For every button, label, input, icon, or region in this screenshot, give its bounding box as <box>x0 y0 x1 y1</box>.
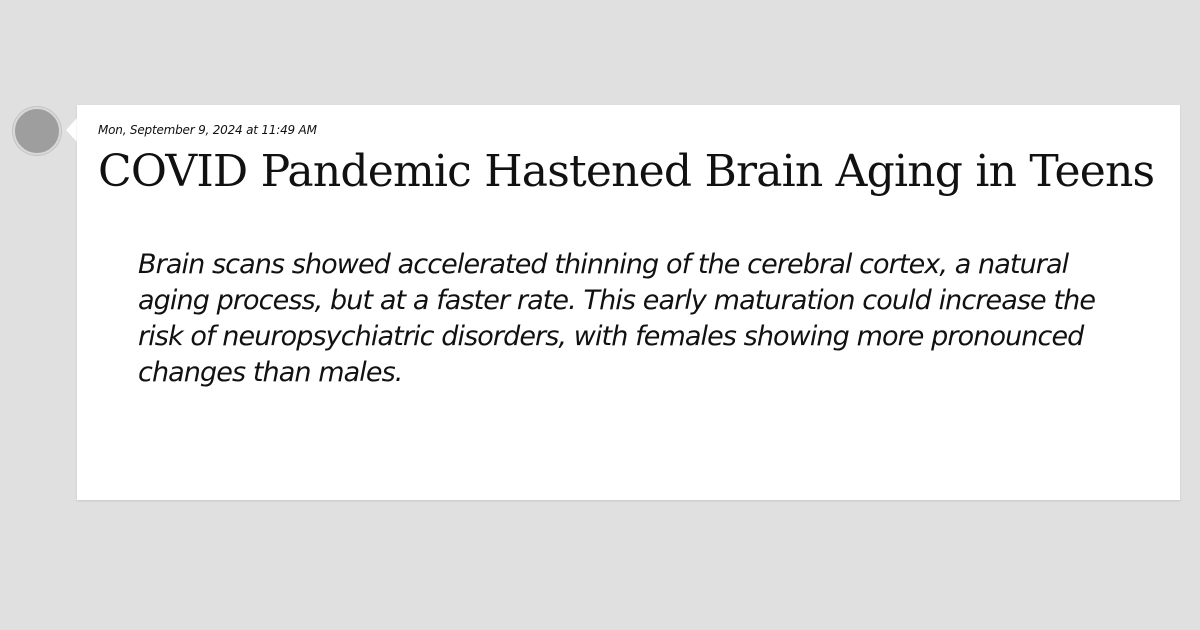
card-pointer <box>66 118 77 142</box>
avatar[interactable] <box>13 107 61 155</box>
post-summary: Brain scans showed accelerated thinning … <box>138 249 1096 388</box>
post-title[interactable]: COVID Pandemic Hastened Brain Aging in T… <box>98 146 1155 197</box>
post-card: Mon, September 9, 2024 at 11:49 AM COVID… <box>77 105 1180 500</box>
post-timestamp: Mon, September 9, 2024 at 11:49 AM <box>98 123 317 137</box>
